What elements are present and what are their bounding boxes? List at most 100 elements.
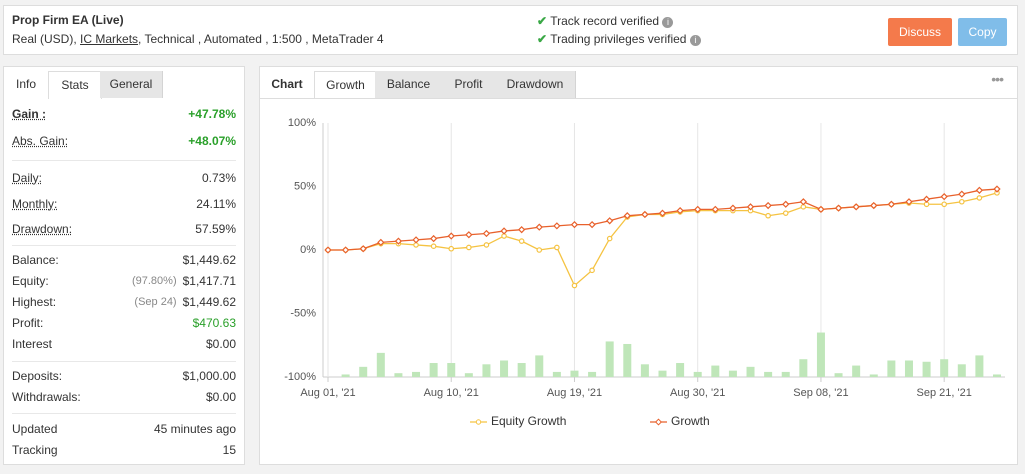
bar: [887, 360, 896, 377]
title: Prop Firm EA (Live): [12, 13, 124, 27]
info-icon[interactable]: i: [662, 17, 674, 28]
y-tick-label: 50%: [294, 180, 316, 192]
verified-row: ✔ Trading privileges verified i: [537, 32, 701, 46]
bar: [412, 371, 421, 377]
point: [870, 201, 878, 210]
point: [623, 212, 631, 220]
copy-button[interactable]: Copy: [958, 18, 1007, 46]
info-line: Real (USD), IC Markets, Technical , Auto…: [12, 32, 384, 46]
stat-value: 15: [222, 443, 236, 457]
tab[interactable]: Info: [4, 71, 49, 98]
point: [764, 201, 772, 210]
tab[interactable]: Growth: [314, 71, 377, 99]
stat-value: $0.00: [205, 390, 236, 404]
check-icon: ✔: [537, 32, 548, 46]
verified-text: Trading privileges verified: [550, 32, 687, 46]
point: [940, 193, 948, 201]
tab[interactable]: Balance: [375, 71, 443, 98]
discuss-button[interactable]: Discuss: [888, 18, 952, 46]
bar: [957, 364, 966, 377]
bar: [728, 370, 737, 377]
stat-value: $470.63: [192, 316, 236, 330]
stat-label: Equity:: [12, 274, 49, 288]
point: [975, 186, 984, 194]
separator: [12, 413, 236, 414]
point: [535, 223, 543, 231]
point: [589, 267, 595, 274]
stat-label: Balance:: [12, 253, 59, 267]
bar: [746, 366, 755, 377]
bar: [816, 332, 825, 377]
point: [729, 204, 737, 212]
point: [536, 247, 543, 253]
bar: [588, 371, 597, 377]
stat-label: Drawdown:: [12, 222, 73, 236]
tab[interactable]: Profit: [442, 71, 496, 98]
point: [554, 244, 560, 251]
stat-label: Monthly:: [12, 196, 58, 211]
bar: [341, 374, 350, 377]
point: [553, 222, 561, 230]
y-tick-label: -100%: [284, 371, 316, 383]
point: [922, 195, 931, 203]
point: [571, 282, 578, 289]
tab[interactable]: Drawdown: [495, 71, 576, 98]
stats-panel: Info Stats General Gain : +47.78% Abs. Gain: +…: [3, 66, 245, 465]
tab[interactable]: General: [100, 71, 163, 98]
point: [941, 201, 947, 208]
point: [447, 232, 455, 240]
point: [658, 209, 667, 217]
stat-label: Tracking: [12, 443, 58, 457]
y-tick-label: 0%: [300, 244, 316, 256]
legend-marker: [475, 419, 482, 425]
point: [606, 217, 614, 225]
bar: [605, 341, 614, 377]
stat-label: Deposits:: [12, 369, 63, 383]
bar: [570, 370, 579, 377]
stat-note: (97.80%): [131, 275, 177, 287]
tab-rule: [260, 98, 1017, 99]
point: [782, 200, 790, 208]
broker-link[interactable]: IC Markets: [80, 32, 139, 46]
bar: [711, 365, 720, 377]
x-tick-label: Sep 08, '21: [793, 387, 848, 399]
x-tick-label: Aug 19, '21: [547, 387, 602, 399]
point: [993, 185, 1001, 193]
bar: [658, 370, 667, 377]
menu-icon[interactable]: •••: [991, 71, 1004, 87]
bar: [429, 363, 438, 377]
bar: [359, 366, 368, 377]
separator: [12, 160, 236, 161]
stat-value: $1,417.71: [182, 274, 236, 288]
bar: [447, 363, 456, 377]
stat-value: 45 minutes ago: [153, 422, 236, 436]
stat-value: $1,449.62: [182, 295, 236, 309]
point: [606, 235, 613, 242]
point: [570, 220, 579, 229]
point: [852, 203, 860, 211]
y-tick-label: 100%: [288, 117, 316, 129]
stat-value: +47.78%: [188, 107, 236, 121]
info-icon[interactable]: i: [689, 35, 701, 46]
bar: [640, 364, 649, 377]
point: [412, 236, 420, 244]
legend-label: Equity Growth: [491, 414, 566, 428]
stat-value: 24.11%: [196, 196, 236, 211]
bar: [552, 371, 561, 377]
tab[interactable]: Stats: [48, 71, 102, 99]
bar: [904, 360, 913, 377]
bar: [535, 355, 544, 377]
bar: [764, 371, 773, 377]
verified-text: Track record verified: [550, 14, 660, 28]
point: [641, 210, 649, 219]
bar: [394, 373, 403, 377]
info-text: , Technical , Automated , 1:500 , MetaTr…: [138, 32, 384, 46]
stat-label: Highest:: [12, 295, 57, 309]
point: [430, 243, 437, 249]
point: [429, 234, 438, 243]
stat-value: $1,000.00: [182, 369, 236, 383]
point: [518, 238, 525, 244]
tab[interactable]: Chart: [260, 71, 315, 98]
